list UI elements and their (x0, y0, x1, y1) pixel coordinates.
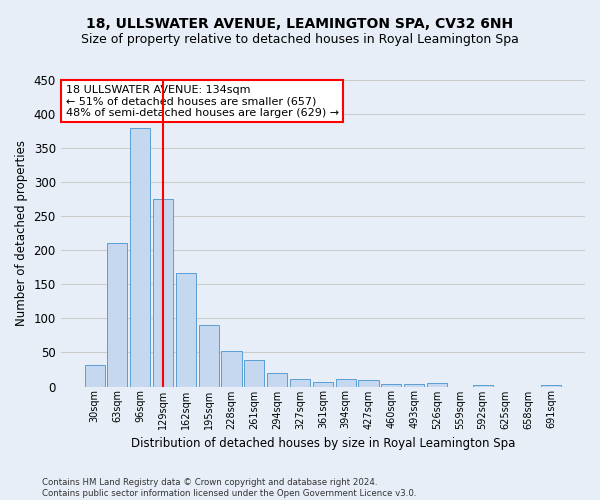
Bar (85, 366, 104, 386)
Bar (107, 244, 127, 386)
Bar (176, 273, 196, 386)
Bar (473, 385, 493, 386)
Bar (267, 373, 287, 386)
Bar (358, 380, 379, 386)
Bar (541, 385, 561, 386)
Bar (153, 199, 173, 386)
Bar (221, 351, 242, 386)
Bar (404, 384, 424, 386)
Bar (130, 128, 150, 386)
Text: Contains HM Land Registry data © Crown copyright and database right 2024.
Contai: Contains HM Land Registry data © Crown c… (42, 478, 416, 498)
Bar (381, 384, 401, 386)
Y-axis label: Number of detached properties: Number of detached properties (15, 140, 28, 326)
Text: 18, ULLSWATER AVENUE, LEAMINGTON SPA, CV32 6NH: 18, ULLSWATER AVENUE, LEAMINGTON SPA, CV… (86, 18, 514, 32)
Text: 18 ULLSWATER AVENUE: 134sqm
← 51% of detached houses are smaller (657)
48% of se: 18 ULLSWATER AVENUE: 134sqm ← 51% of det… (66, 84, 339, 118)
Bar (244, 360, 265, 386)
Bar (313, 382, 333, 386)
Bar (335, 379, 356, 386)
Bar (199, 324, 219, 386)
X-axis label: Distribution of detached houses by size in Royal Leamington Spa: Distribution of detached houses by size … (131, 437, 515, 450)
Bar (427, 383, 447, 386)
Text: Size of property relative to detached houses in Royal Leamington Spa: Size of property relative to detached ho… (81, 34, 519, 46)
Bar (290, 379, 310, 386)
